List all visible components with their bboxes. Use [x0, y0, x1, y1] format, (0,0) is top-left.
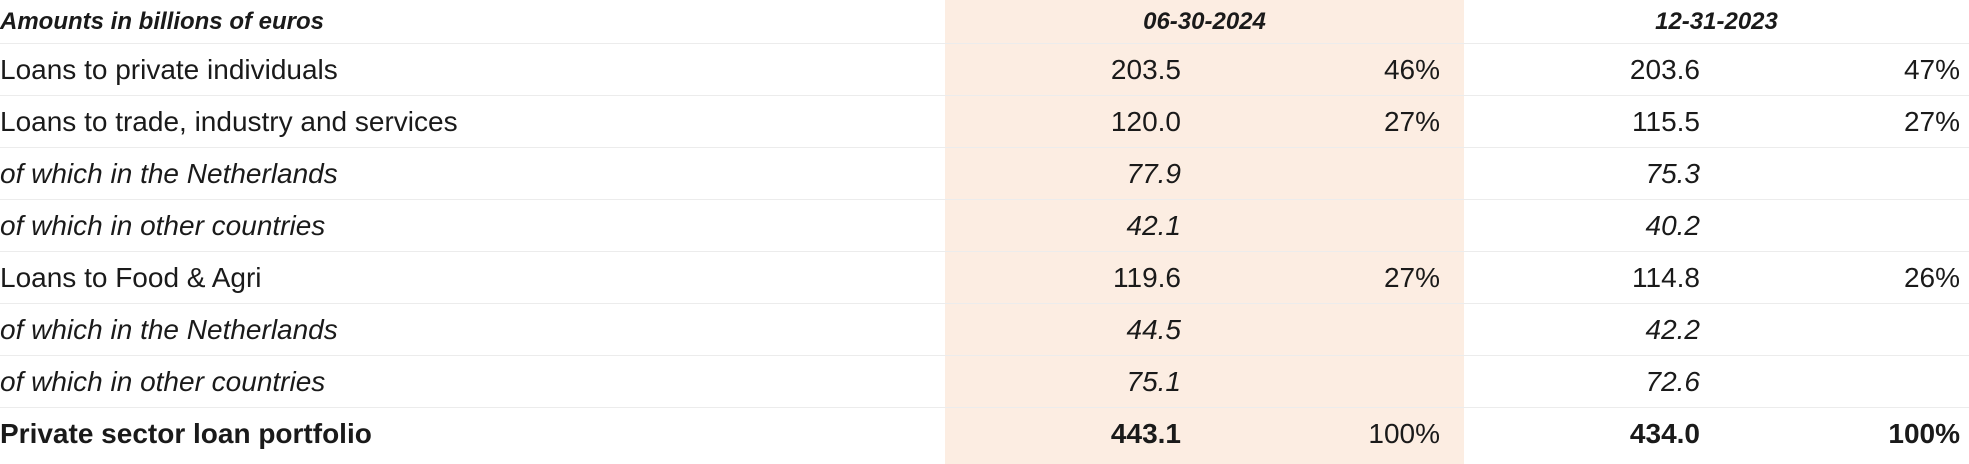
row-label: Loans to trade, industry and services: [0, 105, 458, 137]
value-previous: 40.2: [1645, 209, 1701, 241]
value-current: 44.5: [1126, 313, 1182, 345]
percent-current: 27%: [1383, 261, 1440, 293]
value-current: 77.9: [1126, 157, 1182, 189]
row-label: Loans to private individuals: [0, 53, 338, 85]
percent-current: [1181, 304, 1440, 355]
value-previous: 72.6: [1645, 365, 1701, 397]
percent-previous: 100%: [1888, 418, 1960, 449]
current-period-highlight: [945, 0, 1464, 464]
percent-current: 100%: [1368, 418, 1440, 449]
value-previous: 42.2: [1645, 313, 1701, 345]
percent-current: 46%: [1383, 53, 1440, 85]
header-amounts-label: Amounts in billions of euros: [0, 7, 324, 35]
value-current: 75.1: [1126, 365, 1182, 397]
percent-previous: [1700, 148, 1960, 199]
value-previous: 115.5: [1632, 105, 1700, 137]
table-row: of which in the Netherlands 44.5 42.2: [0, 304, 1969, 356]
percent-previous: [1700, 200, 1960, 251]
header-date-previous: 12-31-2023: [1655, 7, 1778, 35]
row-label: Loans to Food & Agri: [0, 261, 262, 293]
value-current: 42.1: [1126, 209, 1182, 241]
table-total-row: Private sector loan portfolio 443.1 100%…: [0, 408, 1969, 460]
percent-current: 27%: [1383, 105, 1440, 137]
header-date-current: 06-30-2024: [1143, 7, 1266, 35]
table-row: Loans to trade, industry and services 12…: [0, 96, 1969, 148]
table-row: of which in other countries 42.1 40.2: [0, 200, 1969, 252]
value-previous: 203.6: [1629, 53, 1700, 85]
table-row: Loans to private individuals 203.5 46% 2…: [0, 44, 1969, 96]
row-label: of which in the Netherlands: [0, 157, 338, 189]
row-label: Private sector loan portfolio: [0, 418, 372, 449]
table-row: of which in other countries 75.1 72.6: [0, 356, 1969, 408]
table-row: Loans to Food & Agri 119.6 27% 114.8 26%: [0, 252, 1969, 304]
percent-current: [1181, 148, 1440, 199]
row-label: of which in other countries: [0, 365, 326, 397]
percent-current: [1181, 200, 1440, 251]
percent-previous: [1700, 356, 1960, 407]
value-previous: 75.3: [1645, 157, 1701, 189]
row-label: of which in other countries: [0, 209, 326, 241]
value-current: 443.1: [1110, 418, 1181, 449]
value-previous: 434.0: [1629, 418, 1700, 449]
value-previous: 114.8: [1632, 261, 1700, 293]
value-current: 120.0: [1110, 105, 1181, 137]
percent-previous: 26%: [1903, 261, 1960, 293]
table-header-row: Amounts in billions of euros 06-30-2024 …: [0, 0, 1969, 44]
percent-previous: [1700, 304, 1960, 355]
value-current: 119.6: [1113, 261, 1181, 293]
table-row: of which in the Netherlands 77.9 75.3: [0, 148, 1969, 200]
value-current: 203.5: [1110, 53, 1181, 85]
percent-previous: 47%: [1903, 53, 1960, 85]
percent-current: [1181, 356, 1440, 407]
row-label: of which in the Netherlands: [0, 313, 338, 345]
percent-previous: 27%: [1903, 105, 1960, 137]
